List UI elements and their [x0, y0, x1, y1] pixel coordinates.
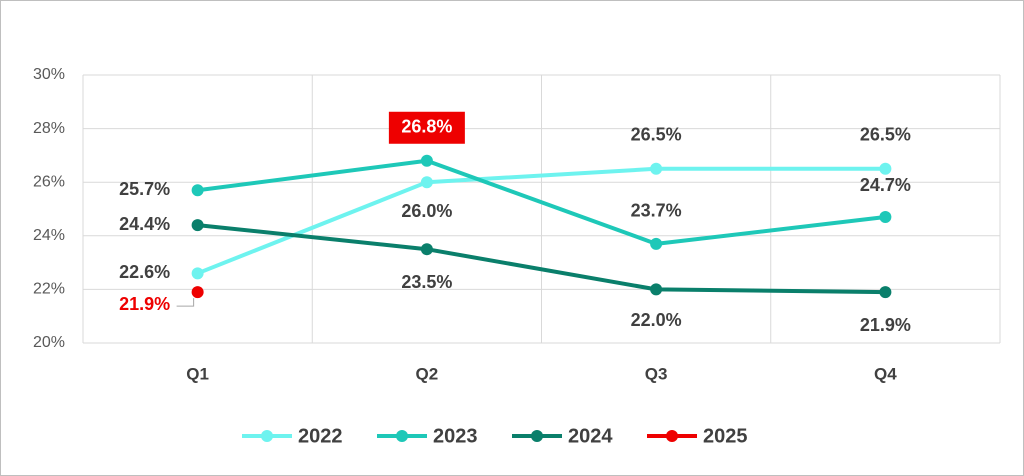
data-label: 24.4%: [119, 214, 170, 234]
label-highlight: [388, 111, 465, 144]
data-point: [191, 219, 204, 232]
data-point: [879, 162, 892, 175]
data-point: [879, 286, 892, 299]
data-label: 26.0%: [401, 201, 452, 221]
legend-label: 2024: [568, 425, 613, 447]
legend-marker: [666, 430, 678, 442]
data-label: 26.5%: [631, 125, 682, 145]
data-label: 22.6%: [119, 262, 170, 282]
data-point: [420, 176, 433, 189]
legend-label: 2022: [298, 425, 343, 447]
data-label: 26.5%: [860, 125, 911, 145]
data-label: 26.8%: [401, 117, 452, 137]
data-label: 24.7%: [860, 175, 911, 195]
data-point: [420, 243, 433, 256]
data-point: [650, 283, 663, 296]
legend-label: 2025: [703, 425, 748, 447]
x-tick-label: Q3: [645, 364, 668, 383]
y-tick-label: 28%: [33, 120, 65, 137]
data-label: 21.9%: [860, 315, 911, 335]
label-leader: [176, 298, 195, 307]
data-point: [420, 154, 433, 167]
legend-label: 2023: [433, 425, 478, 447]
y-tick-label: 20%: [33, 334, 65, 351]
data-point: [650, 237, 663, 250]
x-tick-label: Q1: [186, 364, 209, 383]
x-tick-label: Q2: [416, 364, 439, 383]
legend-marker: [531, 430, 543, 442]
series-line: [196, 166, 886, 276]
data-label: 21.9%: [119, 294, 170, 314]
data-point: [191, 267, 204, 280]
y-tick-label: 26%: [33, 173, 65, 190]
y-tick-label: 22%: [33, 281, 65, 298]
data-label: 23.7%: [631, 201, 682, 221]
series-line: [197, 158, 886, 246]
data-point: [191, 286, 204, 299]
y-tick-label: 24%: [33, 227, 65, 244]
data-label: 25.7%: [119, 179, 170, 199]
data-point: [879, 211, 892, 224]
legend-marker: [261, 430, 273, 442]
data-point: [191, 184, 204, 197]
series-line: [197, 223, 886, 295]
data-label: 23.5%: [401, 272, 452, 292]
data-point: [650, 162, 663, 175]
legend-marker: [396, 430, 408, 442]
data-label: 22.0%: [631, 310, 682, 330]
y-tick-label: 30%: [33, 66, 65, 83]
x-tick-label: Q4: [874, 364, 897, 383]
